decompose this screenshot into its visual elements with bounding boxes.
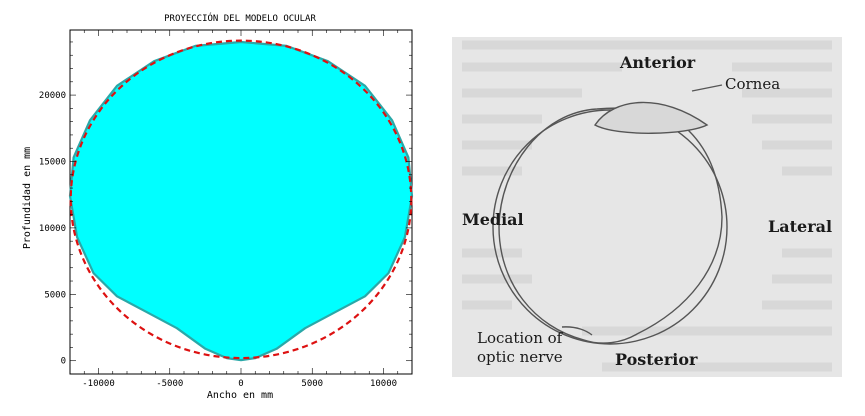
x-axis-label: Ancho en mm [207, 390, 273, 401]
label-optic-nerve-line2: optic nerve [477, 348, 563, 366]
label-posterior: Posterior [615, 350, 698, 369]
y-tick-label: 0 [61, 357, 66, 367]
label-cornea: Cornea [725, 75, 781, 93]
x-axis-ticks: -10000 -5000 0 5000 10000 [82, 379, 397, 389]
cornea-pointer [691, 84, 723, 92]
plot-area [68, 29, 414, 375]
label-medial: Medial [462, 210, 524, 229]
label-anterior: Anterior [620, 53, 696, 72]
x-tick-label: -10000 [82, 379, 115, 389]
chart-title: PROYECCIÓN DEL MODELO OCULAR [164, 12, 316, 24]
cornea-outline [593, 101, 709, 134]
minor-ticks [69, 30, 413, 375]
eye-diagram [452, 37, 842, 377]
y-axis-ticks: 0 5000 10000 15000 20000 [39, 91, 66, 367]
page-background [452, 37, 842, 377]
y-tick-label: 5000 [44, 290, 66, 300]
y-tick-label: 20000 [39, 91, 66, 101]
reference-circle [69, 39, 413, 360]
eye-outline-circle [492, 109, 728, 345]
x-tick-label: -5000 [156, 379, 183, 389]
eye-model-region [68, 40, 414, 362]
y-tick-label: 15000 [39, 157, 66, 167]
x-tick-label: 5000 [301, 379, 323, 389]
label-lateral: Lateral [768, 217, 833, 236]
optic-nerve-pointer [561, 326, 593, 336]
x-tick-label: 0 [238, 379, 243, 389]
label-optic-nerve-line1: Location of [477, 329, 563, 347]
y-axis-label: Profundidad en mm [22, 147, 33, 249]
eye-model-plot: PROYECCIÓN DEL MODELO OCULAR -10000 -5000… [22, 12, 414, 401]
eye-anatomy-figure: Anterior Cornea Medial Lateral Location … [452, 37, 842, 377]
x-tick-label: 10000 [370, 379, 397, 389]
y-tick-label: 10000 [39, 224, 66, 234]
